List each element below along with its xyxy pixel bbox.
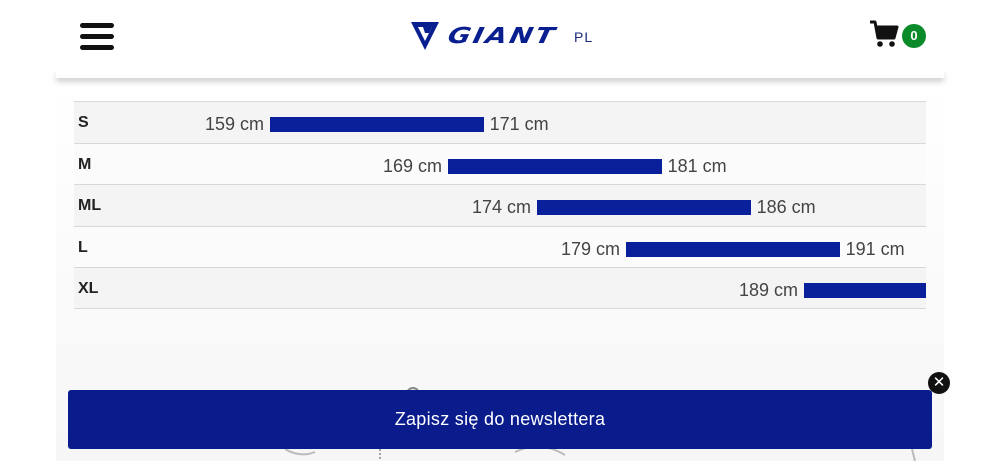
giant-logo[interactable]: GIANT: [410, 20, 570, 52]
size-row-m: M 169 cm 181 cm: [74, 142, 926, 184]
size-label: ML: [78, 197, 102, 214]
menu-line: [80, 45, 114, 50]
size-row-xl: XL 189 cm: [74, 267, 926, 309]
range-min-label: 189 cm: [738, 280, 798, 300]
range-min-label: 159 cm: [204, 114, 264, 134]
range-min-label: 179 cm: [560, 238, 620, 259]
cart-button[interactable]: 0: [870, 20, 930, 50]
height-range-bar: [626, 241, 840, 257]
size-row-ml: ML 174 cm 186 cm: [74, 184, 926, 226]
range-min-label: 169 cm: [382, 155, 442, 176]
language-selector[interactable]: PL: [574, 29, 594, 45]
size-label: S: [78, 114, 89, 131]
range-max-label: 191 cm: [845, 238, 905, 259]
size-label: L: [78, 238, 88, 256]
size-label: M: [78, 155, 92, 173]
range-max-label: 171 cm: [489, 114, 549, 134]
newsletter-signup-button[interactable]: Zapisz się do newslettera: [68, 390, 932, 449]
size-chart-table: S 159 cm 171 cm M 169 cm 181 cm ML 174 cm 186 cm…: [74, 101, 926, 309]
giant-logo-icon: [411, 22, 439, 50]
size-row-s: S 159 cm 171 cm: [74, 101, 926, 143]
range-min-label: 174 cm: [471, 197, 531, 217]
site-header: GIANT PL 0: [0, 0, 1000, 72]
range-max-label: 186 cm: [756, 197, 816, 217]
menu-line: [80, 34, 114, 39]
height-range-bar: [270, 117, 484, 132]
size-label: XL: [78, 280, 99, 297]
close-icon[interactable]: ✕: [928, 372, 950, 394]
shopping-cart-icon: [870, 20, 899, 47]
cart-count-badge: 0: [902, 24, 926, 48]
header-shadow: [56, 70, 944, 78]
size-row-l: L 179 cm 191 cm: [74, 225, 926, 267]
height-range-bar: [537, 200, 751, 215]
hamburger-menu-icon[interactable]: [80, 22, 114, 52]
height-range-bar: [448, 158, 662, 174]
height-range-bar: [804, 283, 926, 298]
range-max-label: 181 cm: [667, 155, 727, 176]
menu-line: [80, 23, 114, 28]
logo-wordmark: GIANT: [445, 24, 560, 49]
